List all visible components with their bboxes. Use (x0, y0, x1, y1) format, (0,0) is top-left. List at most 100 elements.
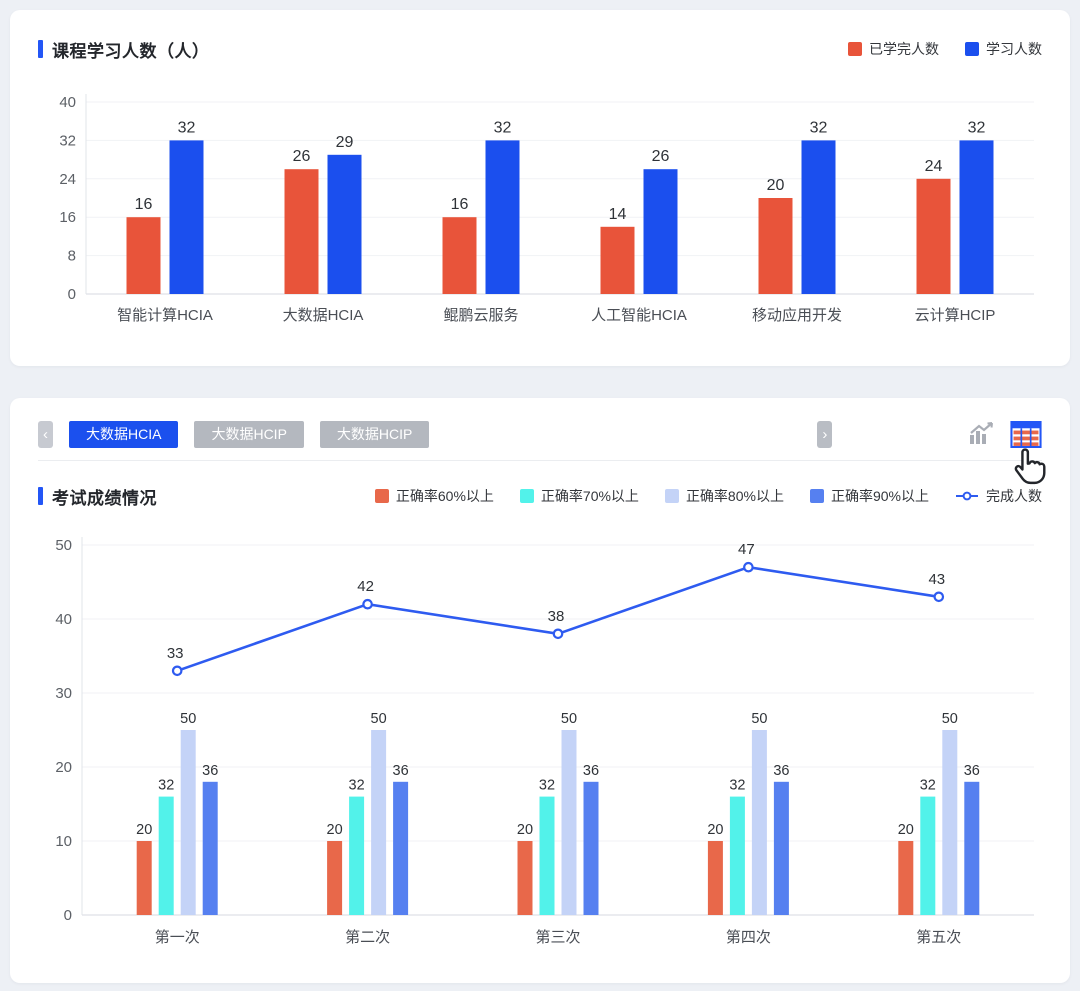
x-axis-label: 第三次 (535, 928, 580, 946)
legend-item-rate90[interactable]: 正确率90%以上 (809, 486, 929, 506)
exam-chart-title: 考试成绩情况 (52, 488, 157, 508)
bar-value-label: 50 (751, 711, 767, 727)
x-axis-label: 第二次 (345, 928, 390, 946)
tab-bigdata-hcia[interactable]: 大数据HCIA (69, 420, 179, 448)
bar-已学完人数-大数据HCIA[interactable] (284, 169, 319, 294)
line-point-第五次[interactable] (933, 591, 945, 603)
y-axis-tick: 30 (55, 685, 72, 702)
table-view-icon[interactable] (1010, 420, 1042, 448)
tab-bigdata-hcip-1[interactable]: 大数据HCIP (194, 420, 304, 448)
x-axis-label: 鲲鹏云服务 (443, 307, 518, 324)
bar-正确率60%以上-第一次[interactable] (136, 841, 152, 915)
view-switcher (968, 420, 1042, 448)
bar-正确率80%以上-第二次[interactable] (371, 730, 387, 915)
bar-正确率70%以上-第五次[interactable] (920, 796, 936, 915)
legend-item-rate60[interactable]: 正确率60%以上 (374, 486, 494, 506)
bar-学习人数-鲲鹏云服务[interactable] (485, 140, 520, 294)
bar-正确率80%以上-第三次[interactable] (561, 730, 577, 915)
bar-正确率70%以上-第四次[interactable] (729, 796, 745, 915)
bar-正确率90%以上-第三次[interactable] (583, 781, 599, 915)
bar-value-label: 36 (583, 763, 599, 779)
bar-value-label: 20 (136, 822, 152, 838)
bar-正确率80%以上-第一次[interactable] (180, 730, 196, 915)
x-axis-label: 智能计算HCIA (117, 306, 213, 324)
course-chart-panel: 课程学习人数（人） 已学完人数 学习人数 0 8 16 24 32 40 智能计算HCIA 1… (10, 10, 1070, 366)
exam-results-combo-chart[interactable]: 0 10 20 30 40 50 第一次 20 32 50 36 第二次 20 32 50 36 第三次 20 32… (38, 523, 1042, 953)
tabs-scroll-right-button[interactable]: › (817, 420, 833, 448)
y-axis-tick: 8 (68, 248, 76, 265)
bar-value-label: 36 (964, 763, 980, 779)
bar-value-label: 20 (327, 822, 343, 838)
bar-value-label: 32 (494, 119, 512, 136)
bar-value-label: 24 (925, 158, 943, 175)
course-chart-title: 课程学习人数（人） (52, 41, 210, 61)
legend-item-learning[interactable]: 学习人数 (965, 39, 1042, 59)
bar-正确率70%以上-第三次[interactable] (539, 796, 555, 915)
tab-bigdata-hcip-2[interactable]: 大数据HCIP (319, 420, 430, 448)
bar-正确率60%以上-第二次[interactable] (327, 841, 343, 915)
bar-学习人数-云计算HCIP[interactable] (959, 140, 994, 294)
y-axis-tick: 0 (68, 286, 76, 303)
bar-value-label: 32 (920, 778, 936, 794)
legend-label-rate90: 正确率90%以上 (830, 488, 929, 504)
legend-swatch-rate80 (664, 489, 679, 503)
legend-item-rate80[interactable]: 正确率80%以上 (664, 486, 784, 506)
legend-item-completed-count[interactable]: 完成人数 (955, 486, 1042, 506)
x-axis-label: 第五次 (916, 928, 961, 946)
bar-学习人数-智能计算HCIA[interactable] (169, 140, 204, 294)
bar-value-label: 26 (293, 148, 311, 165)
title-accent-bar (38, 487, 43, 505)
legend-item-completed[interactable]: 已学完人数 (848, 39, 939, 59)
tabs-scroll-left-button[interactable]: ‹ (38, 420, 53, 448)
bar-正确率90%以上-第五次[interactable] (964, 781, 980, 915)
bar-value-label: 20 (767, 177, 785, 194)
legend-label-rate60: 正确率60%以上 (395, 488, 494, 504)
bar-value-label: 26 (652, 148, 670, 165)
legend-item-rate70[interactable]: 正确率70%以上 (519, 486, 639, 506)
bar-正确率60%以上-第三次[interactable] (517, 841, 533, 915)
exam-chart-title-wrap: 考试成绩情况 (38, 484, 157, 509)
legend-swatch-rate90 (809, 489, 824, 503)
line-point-第三次[interactable] (552, 628, 564, 640)
legend-swatch-rate70 (519, 489, 534, 503)
bar-value-label: 32 (158, 778, 174, 794)
course-learning-bar-chart[interactable]: 0 8 16 24 32 40 智能计算HCIA 16 32 大数据HCIA 26 29 鲲鹏云服务 16… (38, 86, 1042, 338)
bar-正确率90%以上-第一次[interactable] (202, 781, 218, 915)
bar-已学完人数-移动应用开发[interactable] (758, 198, 793, 294)
bar-学习人数-移动应用开发[interactable] (801, 140, 836, 294)
bar-正确率60%以上-第四次[interactable] (707, 841, 723, 915)
exam-chart-legend: 正确率60%以上 正确率70%以上 正确率80%以上 正确率90%以上 完成人数 (374, 486, 1042, 506)
bar-正确率90%以上-第二次[interactable] (393, 781, 409, 915)
bar-正确率70%以上-第二次[interactable] (349, 796, 365, 915)
bar-value-label: 32 (810, 119, 828, 136)
bar-正确率60%以上-第五次[interactable] (898, 841, 914, 915)
bar-已学完人数-人工智能HCIA[interactable] (600, 226, 635, 294)
bar-正确率80%以上-第四次[interactable] (751, 730, 767, 915)
y-axis-tick: 16 (59, 209, 76, 226)
line-point-第一次[interactable] (171, 665, 183, 677)
bar-value-label: 14 (609, 206, 627, 223)
bar-value-label: 20 (707, 822, 723, 838)
bar-value-label: 16 (451, 196, 469, 213)
x-axis-label: 人工智能HCIA (591, 306, 687, 324)
bar-value-label: 50 (180, 711, 196, 727)
bar-学习人数-人工智能HCIA[interactable] (643, 169, 678, 294)
bar-已学完人数-鲲鹏云服务[interactable] (442, 217, 477, 294)
trend-chart-icon (970, 422, 993, 444)
bar-value-label: 36 (393, 763, 409, 779)
y-axis-tick: 10 (55, 833, 72, 850)
bar-正确率90%以上-第四次[interactable] (773, 781, 789, 915)
bar-正确率80%以上-第五次[interactable] (942, 730, 958, 915)
bar-value-label: 50 (942, 711, 958, 727)
bar-value-label: 32 (968, 119, 986, 136)
bar-value-label: 29 (336, 134, 354, 151)
bar-已学完人数-云计算HCIP[interactable] (916, 178, 951, 294)
y-axis-tick: 40 (59, 94, 76, 111)
line-value-label: 43 (928, 571, 945, 588)
line-point-第二次[interactable] (362, 598, 373, 610)
bar-已学完人数-智能计算HCIA[interactable] (126, 217, 161, 294)
line-point-第四次[interactable] (743, 561, 754, 573)
bar-学习人数-大数据HCIA[interactable] (327, 154, 362, 294)
bar-正确率70%以上-第一次[interactable] (158, 796, 174, 915)
chart-view-icon[interactable] (968, 422, 996, 446)
